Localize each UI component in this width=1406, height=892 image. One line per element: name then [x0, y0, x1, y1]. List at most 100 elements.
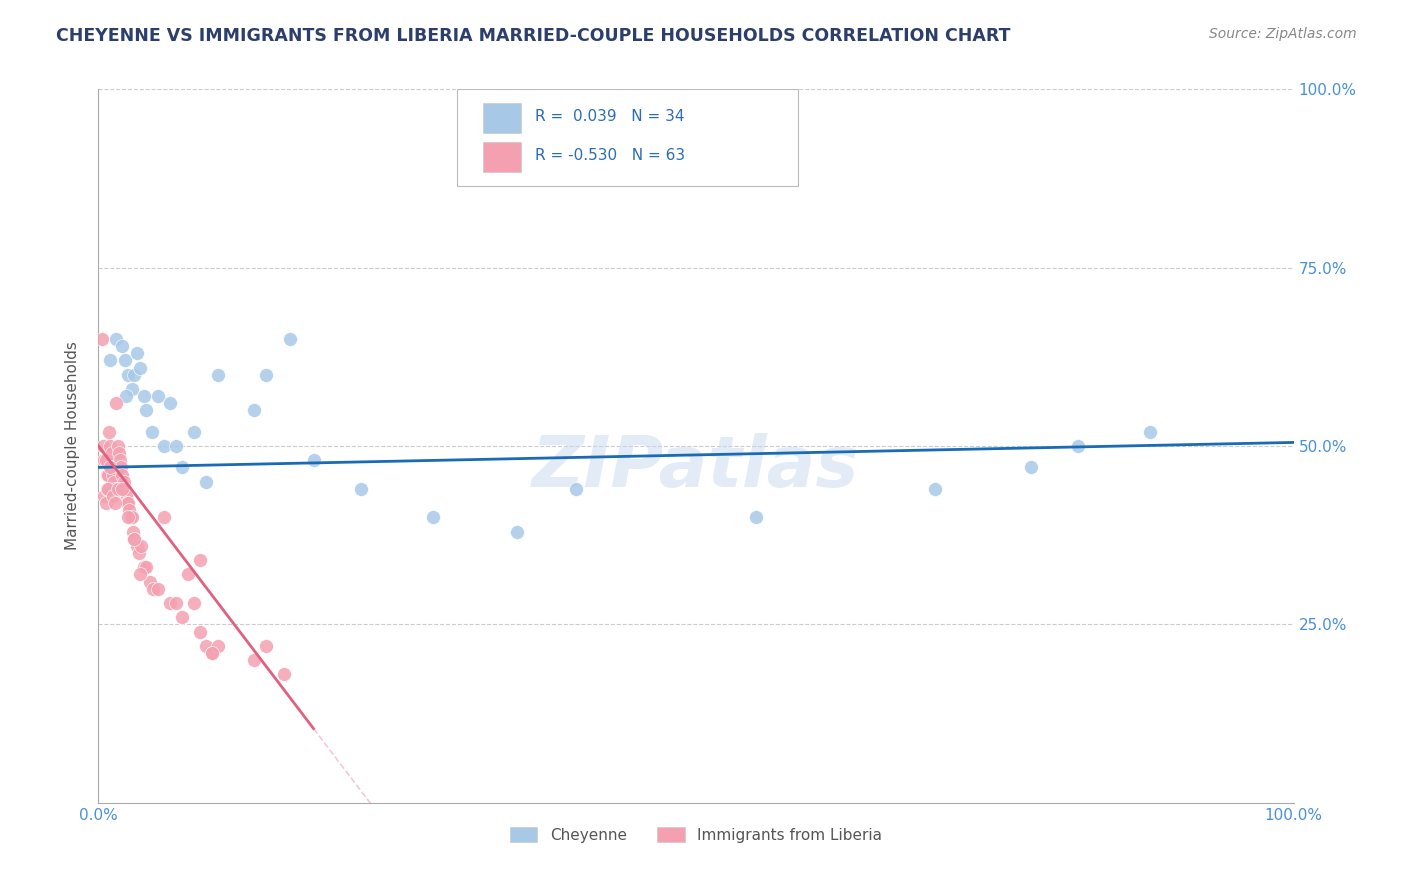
Point — [207, 368, 229, 382]
Point — [117, 510, 139, 524]
Point — [745, 510, 768, 524]
Point — [131, 539, 153, 553]
Point — [1019, 460, 1042, 475]
Point — [115, 496, 138, 510]
Point — [201, 646, 224, 660]
Point — [125, 346, 148, 360]
Point — [91, 439, 114, 453]
Point — [254, 368, 277, 382]
Point — [165, 439, 187, 453]
Point — [278, 332, 301, 346]
Text: Source: ZipAtlas.com: Source: ZipAtlas.com — [1209, 27, 1357, 41]
Point — [172, 610, 194, 624]
Point — [93, 489, 115, 503]
Point — [129, 567, 152, 582]
Point — [153, 439, 176, 453]
Point — [159, 396, 181, 410]
Point — [111, 482, 134, 496]
Point — [243, 403, 266, 417]
Point — [207, 639, 229, 653]
Point — [121, 382, 143, 396]
Point — [183, 596, 205, 610]
Point — [94, 496, 117, 510]
Point — [243, 653, 266, 667]
Point — [302, 453, 325, 467]
Point — [195, 639, 218, 653]
Point — [506, 524, 529, 539]
Point — [153, 510, 176, 524]
Point — [183, 425, 205, 439]
Point — [254, 639, 277, 653]
Point — [1139, 425, 1161, 439]
Point — [177, 567, 200, 582]
Point — [195, 475, 218, 489]
Point — [107, 446, 129, 460]
Point — [135, 560, 157, 574]
Point — [114, 353, 136, 368]
Point — [124, 368, 146, 382]
Point — [97, 482, 120, 496]
Point — [104, 496, 127, 510]
Text: R =  0.039   N = 34: R = 0.039 N = 34 — [534, 109, 685, 123]
Point — [103, 475, 125, 489]
Point — [94, 453, 117, 467]
Point — [422, 510, 444, 524]
Point — [110, 460, 132, 475]
Point — [112, 475, 135, 489]
Point — [148, 389, 170, 403]
Text: ZIPatlas: ZIPatlas — [533, 433, 859, 502]
FancyBboxPatch shape — [484, 103, 522, 133]
Point — [98, 460, 122, 475]
Y-axis label: Married-couple Households: Married-couple Households — [65, 342, 80, 550]
Point — [135, 403, 157, 417]
Point — [105, 396, 128, 410]
Point — [1067, 439, 1090, 453]
Point — [141, 425, 163, 439]
Point — [96, 467, 118, 482]
Text: R = -0.530   N = 63: R = -0.530 N = 63 — [534, 148, 685, 163]
Point — [350, 482, 373, 496]
Point — [132, 560, 155, 574]
Point — [93, 453, 115, 467]
Point — [108, 453, 131, 467]
Point — [96, 482, 118, 496]
Point — [107, 482, 129, 496]
Point — [107, 439, 129, 453]
Point — [201, 646, 224, 660]
Point — [115, 489, 138, 503]
Legend: Cheyenne, Immigrants from Liberia: Cheyenne, Immigrants from Liberia — [503, 821, 889, 848]
FancyBboxPatch shape — [457, 89, 797, 186]
Point — [104, 482, 127, 496]
Point — [124, 532, 146, 546]
Point — [188, 624, 211, 639]
Point — [132, 389, 155, 403]
Point — [120, 510, 142, 524]
Point — [128, 546, 150, 560]
Point — [273, 667, 295, 681]
Point — [97, 467, 120, 482]
Point — [129, 360, 152, 375]
Point — [142, 582, 165, 596]
Point — [117, 368, 139, 382]
Point — [122, 524, 145, 539]
Point — [118, 503, 141, 517]
Point — [105, 332, 128, 346]
Point — [188, 553, 211, 567]
Point — [121, 510, 143, 524]
Point — [172, 460, 194, 475]
Point — [565, 482, 588, 496]
Point — [924, 482, 946, 496]
Point — [91, 332, 114, 346]
Point — [114, 482, 136, 496]
Point — [111, 339, 134, 353]
Point — [159, 596, 181, 610]
Point — [117, 496, 139, 510]
Point — [98, 353, 122, 368]
Point — [148, 582, 170, 596]
Point — [139, 574, 162, 589]
Point — [125, 539, 148, 553]
Point — [101, 467, 124, 482]
Point — [165, 596, 187, 610]
Text: CHEYENNE VS IMMIGRANTS FROM LIBERIA MARRIED-COUPLE HOUSEHOLDS CORRELATION CHART: CHEYENNE VS IMMIGRANTS FROM LIBERIA MARR… — [56, 27, 1011, 45]
Point — [111, 467, 134, 482]
